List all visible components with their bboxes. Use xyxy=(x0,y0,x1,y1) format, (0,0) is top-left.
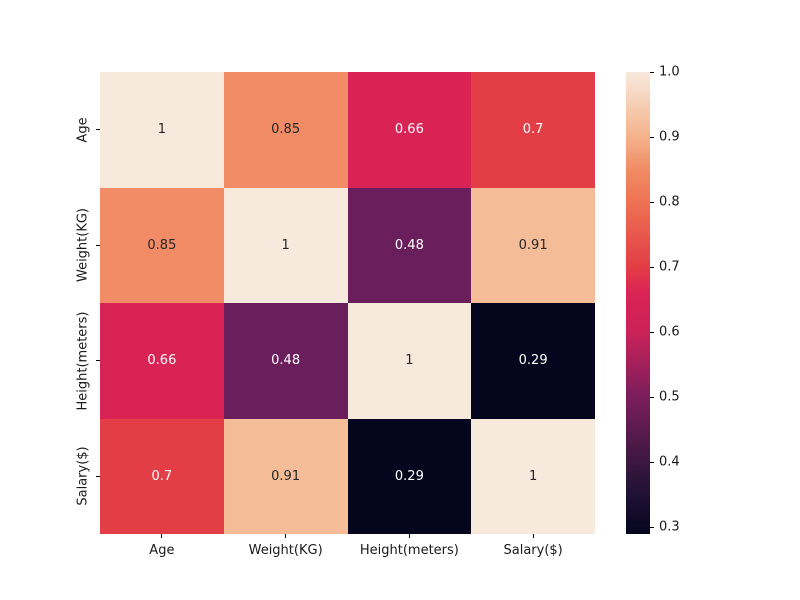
colorbar-tick-mark xyxy=(650,201,654,203)
y-tick-label: Age xyxy=(75,117,91,143)
heatmap-cell: 1 xyxy=(347,303,472,419)
x-tick-mark xyxy=(285,534,287,538)
colorbar-tick-mark xyxy=(650,71,654,73)
colorbar-tick-label: 0.6 xyxy=(659,324,680,340)
colorbar-tick-mark xyxy=(650,266,654,268)
heatmap-cell: 0.91 xyxy=(223,418,348,534)
heatmap-plot-area: 1 0.85 0.66 0.7 0.85 1 0.48 0.91 0.66 0.48 1 0.29 0.… xyxy=(100,72,595,534)
y-tick-mark xyxy=(96,244,100,246)
y-tick-label: Height(meters) xyxy=(75,311,91,411)
heatmap-cell: 0.85 xyxy=(223,72,348,188)
colorbar-tick-label: 0.8 xyxy=(659,194,680,210)
cell-value: 0.7 xyxy=(151,468,173,484)
heatmap-cell: 1 xyxy=(100,72,224,188)
colorbar xyxy=(626,72,650,534)
x-tick-label: Salary($) xyxy=(503,543,563,558)
colorbar-tick-mark xyxy=(650,461,654,463)
colorbar-tick-label: 0.5 xyxy=(659,389,680,405)
cell-value: 0.48 xyxy=(394,237,424,253)
heatmap-cell: 0.29 xyxy=(471,303,595,419)
heatmap-cell: 0.91 xyxy=(471,187,595,303)
x-tick-mark xyxy=(532,534,534,538)
cell-value: 0.91 xyxy=(271,468,301,484)
y-tick-label: Salary($) xyxy=(75,446,91,506)
cell-value: 0.7 xyxy=(522,122,544,138)
y-tick-label: Weight(KG) xyxy=(75,208,91,283)
colorbar-tick-label: 0.3 xyxy=(659,519,680,535)
colorbar-tick-mark xyxy=(650,526,654,528)
colorbar-tick-label: 0.7 xyxy=(659,259,680,275)
heatmap-cell: 0.7 xyxy=(471,72,595,188)
x-tick-mark xyxy=(408,534,410,538)
cell-value: 1 xyxy=(405,353,414,369)
cell-value: 0.85 xyxy=(147,237,177,253)
cell-value: 0.66 xyxy=(147,353,177,369)
colorbar-tick-label: 1.0 xyxy=(659,64,680,80)
x-tick-label: Age xyxy=(149,543,175,558)
x-tick-mark xyxy=(161,534,163,538)
colorbar-tick-mark xyxy=(650,331,654,333)
cell-value: 1 xyxy=(281,237,290,253)
y-tick-mark xyxy=(96,360,100,362)
heatmap-cell: 0.85 xyxy=(100,187,224,303)
x-tick-label: Weight(KG) xyxy=(248,543,323,558)
cell-value: 0.91 xyxy=(518,237,548,253)
heatmap-cell: 0.66 xyxy=(347,72,472,188)
heatmap-cell: 0.48 xyxy=(347,187,472,303)
cell-value: 1 xyxy=(157,122,167,138)
cell-value: 0.48 xyxy=(271,353,301,369)
y-tick-mark xyxy=(96,475,100,477)
colorbar-tick-label: 0.9 xyxy=(659,129,680,145)
heatmap-cell: 1 xyxy=(223,187,348,303)
heatmap-cell: 0.7 xyxy=(100,418,224,534)
cell-value: 0.29 xyxy=(518,353,548,369)
cell-value: 0.66 xyxy=(394,122,424,138)
cell-value: 0.85 xyxy=(271,122,301,138)
heatmap-cell: 1 xyxy=(471,418,595,534)
colorbar-tick-mark xyxy=(650,396,654,398)
heatmap-cell: 0.66 xyxy=(100,303,224,419)
heatmap-cell: 0.29 xyxy=(347,418,472,534)
heatmap-cell: 0.48 xyxy=(223,303,348,419)
x-tick-label: Height(meters) xyxy=(359,543,459,558)
colorbar-tick-mark xyxy=(650,136,654,138)
cell-value: 1 xyxy=(528,468,538,484)
colorbar-tick-label: 0.4 xyxy=(659,454,680,470)
y-tick-mark xyxy=(96,129,100,131)
cell-value: 0.29 xyxy=(394,468,424,484)
